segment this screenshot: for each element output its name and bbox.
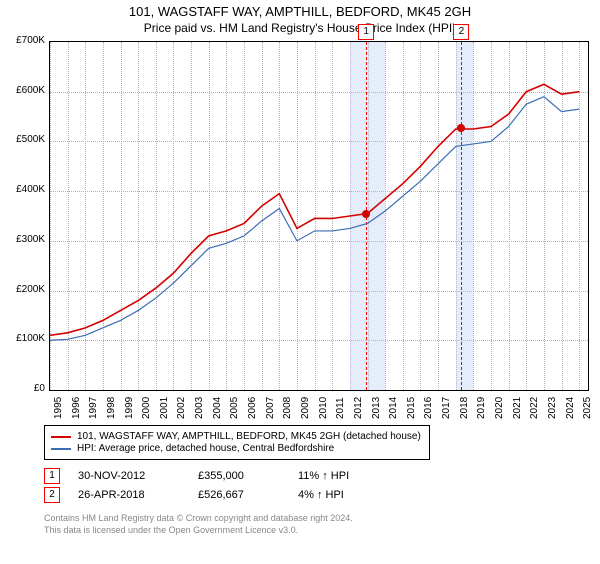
x-axis-label: 1998 xyxy=(106,397,117,419)
x-axis-label: 2009 xyxy=(300,397,311,419)
y-axis-label: £400K xyxy=(5,184,45,195)
x-axis-label: 2018 xyxy=(459,397,470,419)
x-axis-label: 2001 xyxy=(159,397,170,419)
x-axis-label: 2023 xyxy=(547,397,558,419)
x-axis-label: 2004 xyxy=(212,397,223,419)
sale-date-1: 30-NOV-2012 xyxy=(78,470,198,482)
sale-marker-number: 1 xyxy=(358,24,374,40)
copyright-line-1: Contains HM Land Registry data © Crown c… xyxy=(44,513,600,525)
line-series xyxy=(50,42,588,390)
y-axis-label: £0 xyxy=(5,383,45,394)
legend-swatch-hpi xyxy=(51,448,71,450)
y-axis-label: £100K xyxy=(5,333,45,344)
x-axis-label: 2022 xyxy=(529,397,540,419)
x-axis-label: 2010 xyxy=(318,397,329,419)
legend-item-property: 101, WAGSTAFF WAY, AMPTHILL, BEDFORD, MK… xyxy=(51,431,423,442)
sale-price-1: £355,000 xyxy=(198,470,298,482)
x-axis-label: 1995 xyxy=(53,397,64,419)
x-axis-label: 2006 xyxy=(247,397,258,419)
sale-delta-1: 11% ↑ HPI xyxy=(298,470,398,482)
sale-date-2: 26-APR-2018 xyxy=(78,489,198,501)
x-axis-label: 2020 xyxy=(494,397,505,419)
x-axis-label: 2017 xyxy=(441,397,452,419)
x-axis-label: 1996 xyxy=(71,397,82,419)
sale-delta-2: 4% ↑ HPI xyxy=(298,489,398,501)
x-axis-label: 2013 xyxy=(371,397,382,419)
x-axis-label: 2007 xyxy=(265,397,276,419)
series-property xyxy=(50,84,579,335)
x-axis-label: 2025 xyxy=(582,397,593,419)
copyright: Contains HM Land Registry data © Crown c… xyxy=(44,513,600,536)
copyright-line-2: This data is licensed under the Open Gov… xyxy=(44,525,600,537)
chart-title: 101, WAGSTAFF WAY, AMPTHILL, BEDFORD, MK… xyxy=(0,4,600,19)
sales-row-1: 1 30-NOV-2012 £355,000 11% ↑ HPI xyxy=(44,468,600,484)
x-axis-label: 2003 xyxy=(194,397,205,419)
legend-swatch-property xyxy=(51,436,71,438)
x-axis-label: 1999 xyxy=(124,397,135,419)
y-axis-label: £700K xyxy=(5,35,45,46)
x-axis-label: 2014 xyxy=(388,397,399,419)
sale-number-2: 2 xyxy=(44,487,60,503)
legend: 101, WAGSTAFF WAY, AMPTHILL, BEDFORD, MK… xyxy=(44,425,430,460)
x-axis-label: 2021 xyxy=(512,397,523,419)
chart-subtitle: Price paid vs. HM Land Registry's House … xyxy=(0,21,600,35)
x-axis-label: 2000 xyxy=(141,397,152,419)
plot-region: 12 xyxy=(49,41,589,391)
legend-label-property: 101, WAGSTAFF WAY, AMPTHILL, BEDFORD, MK… xyxy=(77,431,421,442)
sale-point xyxy=(457,124,465,132)
x-axis-label: 2024 xyxy=(565,397,576,419)
x-axis-label: 2019 xyxy=(476,397,487,419)
legend-label-hpi: HPI: Average price, detached house, Cent… xyxy=(77,443,334,454)
sales-table: 1 30-NOV-2012 £355,000 11% ↑ HPI 2 26-AP… xyxy=(44,468,600,503)
x-axis-label: 1997 xyxy=(88,397,99,419)
y-axis-label: £600K xyxy=(5,85,45,96)
legend-item-hpi: HPI: Average price, detached house, Cent… xyxy=(51,443,423,454)
sale-marker-number: 2 xyxy=(453,24,469,40)
x-axis-label: 2012 xyxy=(353,397,364,419)
x-axis-label: 2011 xyxy=(335,397,346,419)
chart-container: 101, WAGSTAFF WAY, AMPTHILL, BEDFORD, MK… xyxy=(0,4,600,564)
x-axis-label: 2008 xyxy=(282,397,293,419)
sale-point xyxy=(362,210,370,218)
x-axis-label: 2005 xyxy=(229,397,240,419)
sale-price-2: £526,667 xyxy=(198,489,298,501)
y-axis-label: £500K xyxy=(5,134,45,145)
chart-area: 12 £0£100K£200K£300K£400K£500K£600K£700K… xyxy=(5,41,595,419)
y-axis-label: £300K xyxy=(5,234,45,245)
x-axis-label: 2015 xyxy=(406,397,417,419)
sales-row-2: 2 26-APR-2018 £526,667 4% ↑ HPI xyxy=(44,487,600,503)
x-axis-label: 2002 xyxy=(176,397,187,419)
sale-number-1: 1 xyxy=(44,468,60,484)
y-axis-label: £200K xyxy=(5,284,45,295)
x-axis-label: 2016 xyxy=(423,397,434,419)
